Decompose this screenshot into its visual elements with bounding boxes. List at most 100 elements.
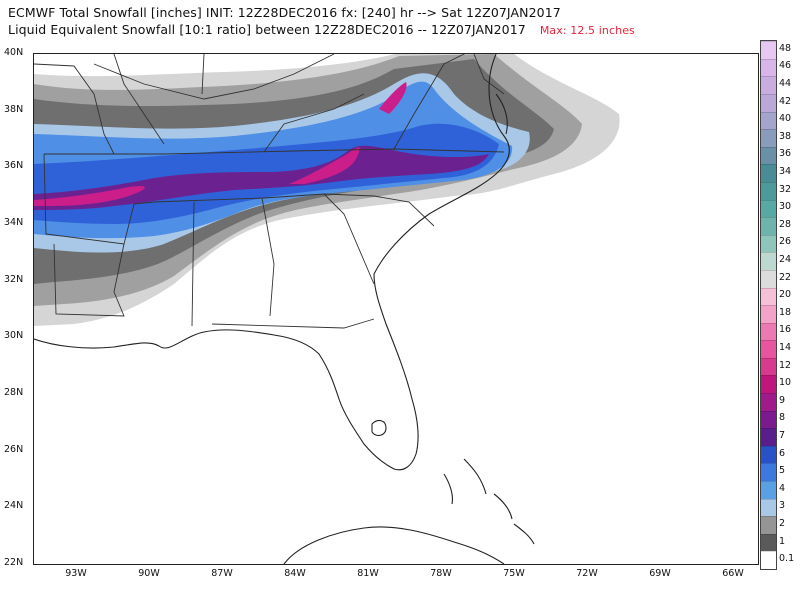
cuba-coast: [283, 526, 505, 564]
latitude-label: 38N: [4, 103, 24, 115]
colorbar-label: 36: [779, 148, 792, 160]
latitude-label: 24N: [4, 500, 24, 512]
colorbar-swatch: [761, 428, 776, 446]
colorbar-swatch: [761, 340, 776, 358]
colorbar-swatch: [761, 551, 776, 569]
snowfall-colorbar: [760, 40, 777, 570]
snowfall-shading: [34, 54, 620, 326]
subtitle-text: Liquid Equivalent Snowfall [10:1 ratio] …: [8, 22, 526, 37]
al-ga-border: [261, 197, 275, 317]
colorbar-label: 16: [779, 324, 792, 336]
map-title: ECMWF Total Snowfall [inches] INIT: 12Z2…: [8, 5, 561, 20]
latitude-label: 26N: [4, 443, 24, 455]
colorbar-swatch: [761, 164, 776, 182]
latitude-label: 22N: [4, 557, 24, 568]
latitude-label: 34N: [4, 217, 24, 228]
colorbar-swatch: [761, 375, 776, 394]
il-border: [113, 54, 165, 145]
colorbar-label: 32: [779, 183, 792, 195]
ms-al-border: [191, 201, 195, 327]
colorbar-label: 1: [779, 535, 786, 547]
colorbar-label: 34: [779, 166, 792, 177]
ga-sc-border: [323, 193, 375, 285]
md-de-border: [473, 54, 505, 95]
colorbar-label: 40: [779, 113, 792, 125]
longitude-label: 78W: [430, 568, 452, 579]
ga-fl-border: [211, 318, 375, 329]
latitude-label: 40N: [4, 47, 24, 58]
mo-border: [34, 63, 115, 155]
colorbar-swatch: [761, 41, 776, 59]
snow-6in-band: [34, 145, 489, 210]
va-border: [393, 54, 466, 150]
map-canvas: [34, 54, 620, 564]
colorbar-swatch: [761, 481, 776, 499]
colorbar-swatch: [761, 393, 776, 411]
state-borders: [34, 54, 505, 329]
la-border: [53, 243, 125, 317]
colorbar-label: 44: [779, 78, 792, 89]
colorbar-swatch: [761, 463, 776, 482]
colorbar-swatch: [761, 498, 776, 517]
colorbar-label: 9: [779, 394, 786, 406]
colorbar-label: 14: [779, 342, 792, 353]
colorbar-label: 0.1: [779, 553, 795, 565]
coastline: [34, 54, 535, 564]
lake-okeechobee: [371, 419, 387, 437]
longitude-label: 69W: [649, 568, 671, 579]
colorbar-swatch: [761, 234, 776, 253]
colorbar-swatch: [761, 533, 776, 552]
snow-8in-band-east: [289, 147, 360, 184]
longitude-label: 93W: [65, 568, 87, 579]
colorbar-label: 4: [779, 482, 786, 494]
colorbar-swatch: [761, 93, 776, 112]
colorbar-label: 30: [779, 201, 792, 213]
colorbar-label: 26: [779, 236, 792, 248]
gulf-coast: [34, 273, 419, 471]
colorbar-swatch: [761, 58, 776, 77]
nc-sc-border: [323, 193, 435, 227]
latitude-label: 30N: [4, 330, 24, 342]
colorbar-swatch: [761, 252, 776, 270]
colorbar-swatch: [761, 181, 776, 200]
colorbar-label: 20: [779, 289, 792, 301]
latitude-label: 32N: [4, 273, 24, 285]
colorbar-swatch: [761, 357, 776, 376]
longitude-label: 72W: [576, 568, 598, 579]
colorbar-swatch: [761, 322, 776, 341]
in-border: [201, 54, 205, 95]
oh-river: [93, 54, 335, 100]
colorbar-label: 7: [779, 430, 786, 441]
colorbar-swatch: [761, 199, 776, 218]
chesapeake: [495, 93, 508, 135]
colorbar-swatch: [761, 217, 776, 235]
colorbar-swatch: [761, 287, 776, 306]
colorbar-swatch: [761, 269, 776, 288]
tn-ky-border: [44, 148, 505, 155]
longitude-label: 66W: [722, 568, 744, 579]
colorbar-label: 42: [779, 95, 792, 107]
atlantic-coast: [373, 54, 510, 275]
colorbar-label: 6: [779, 447, 786, 459]
colorbar-swatch: [761, 146, 776, 165]
max-snowfall-label: Max: 12.5 inches: [539, 24, 635, 37]
colorbar-swatch: [761, 445, 776, 464]
longitude-label: 90W: [138, 568, 160, 579]
colorbar-swatch: [761, 129, 776, 147]
snow-8in-band-va: [379, 82, 407, 114]
colorbar-swatch: [761, 111, 776, 130]
snow-8in-band: [34, 186, 145, 206]
longitude-label: 75W: [503, 568, 525, 579]
colorbar-label: 8: [779, 412, 786, 424]
colorbar-label: 22: [779, 271, 792, 283]
latitude-label: 28N: [4, 387, 24, 398]
colorbar-label: 2: [779, 518, 786, 529]
map-subtitle: Liquid Equivalent Snowfall [10:1 ratio] …: [8, 22, 635, 37]
colorbar-label: 10: [779, 377, 792, 389]
latitude-label: 36N: [4, 160, 24, 172]
snowfall-map: [33, 53, 759, 565]
tn-south-border: [153, 193, 325, 203]
colorbar-label: 46: [779, 60, 792, 72]
colorbar-label: 48: [779, 42, 792, 54]
longitude-label: 87W: [211, 568, 233, 579]
